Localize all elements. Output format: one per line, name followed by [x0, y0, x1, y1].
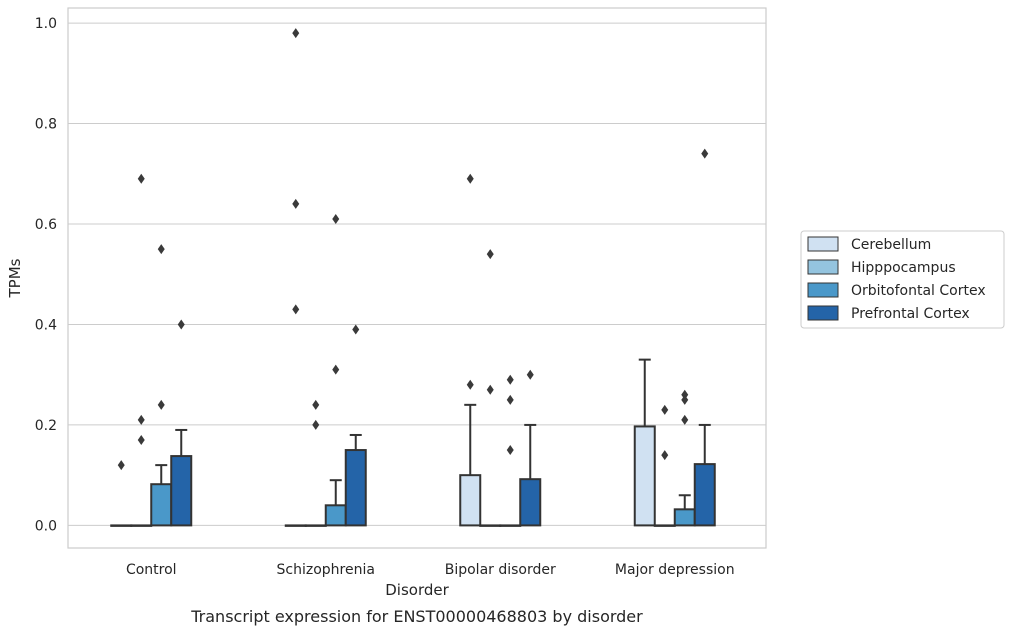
plot-frame	[67, 7, 767, 549]
outlier-point	[137, 435, 145, 445]
x-axis-label: Disorder	[385, 581, 449, 599]
outlier-point	[701, 148, 709, 159]
outlier-point	[177, 319, 185, 330]
outlier-point	[157, 399, 165, 410]
x-tick-labels: Control Schizophrenia Bipolar disorder Majo…	[126, 562, 735, 578]
y-tick-label: 0.8	[35, 117, 57, 133]
outlier-point	[292, 198, 300, 209]
y-tick-label: 0.2	[35, 418, 57, 434]
outlier-point	[292, 28, 300, 39]
outlier-point	[332, 364, 340, 375]
bar	[150, 483, 173, 527]
outlier-point	[312, 399, 320, 410]
outlier-point	[526, 369, 534, 380]
outlier-point	[332, 213, 340, 224]
bar	[479, 524, 502, 527]
outlier-point	[681, 389, 689, 400]
outlier-point	[466, 173, 474, 184]
chart-caption: Transcript expression for ENST0000046880…	[190, 607, 643, 626]
legend-label: Orbitofontal Cortex	[851, 283, 986, 299]
bar	[170, 455, 193, 527]
bar	[344, 449, 367, 527]
bar	[693, 463, 716, 527]
bar	[304, 524, 327, 527]
y-tick-label: 0.0	[35, 518, 57, 534]
y-tick-labels: 0.0 0.2 0.4 0.6 0.8 1.0	[35, 16, 57, 534]
outlier-point	[506, 374, 514, 385]
outlier-point	[157, 244, 165, 255]
error-bars-layer	[155, 358, 711, 510]
legend-swatch	[807, 282, 839, 298]
outlier-point	[681, 414, 689, 425]
y-tick-label: 1.0	[35, 16, 57, 32]
outlier-point	[466, 379, 474, 390]
legend-swatch	[807, 236, 839, 252]
outlier-point	[312, 419, 320, 430]
outlier-point	[117, 460, 125, 471]
bar	[130, 524, 153, 527]
outlier-point	[681, 394, 689, 405]
outlier-point	[137, 173, 145, 184]
outlier-point	[506, 394, 514, 405]
bar	[633, 425, 656, 527]
bars-layer	[110, 425, 716, 527]
x-tick-label: Bipolar disorder	[445, 562, 556, 578]
bar	[284, 524, 307, 527]
bar	[499, 524, 522, 527]
outlier-point	[661, 404, 669, 415]
legend-frame	[800, 230, 1005, 329]
legend: Cerebellum Hipppocampus Orbitofontal Corte…	[800, 230, 1005, 329]
bar	[324, 504, 347, 527]
x-tick-label: Control	[126, 562, 177, 578]
legend-label: Cerebellum	[851, 237, 931, 253]
bar	[653, 524, 676, 527]
y-axis-label: TPMs	[6, 258, 24, 298]
outlier-point	[486, 249, 494, 260]
bar	[110, 524, 133, 527]
y-tick-label: 0.6	[35, 217, 57, 233]
outlier-point	[661, 450, 669, 461]
legend-label: Prefrontal Cortex	[851, 306, 970, 322]
bar	[519, 478, 542, 527]
outlier-point	[352, 324, 360, 335]
bar	[459, 474, 482, 527]
y-tick-label: 0.4	[35, 317, 57, 333]
legend-label: Hipppocampus	[851, 260, 956, 276]
bar	[673, 508, 696, 527]
legend-swatch	[807, 259, 839, 275]
outlier-point	[486, 384, 494, 395]
outlier-point	[506, 445, 514, 456]
outlier-point	[292, 304, 300, 315]
legend-swatch	[807, 305, 839, 321]
x-tick-label: Major depression	[615, 562, 735, 578]
x-tick-label: Schizophrenia	[277, 562, 375, 578]
outlier-point	[137, 414, 145, 425]
outliers-layer	[117, 28, 709, 471]
